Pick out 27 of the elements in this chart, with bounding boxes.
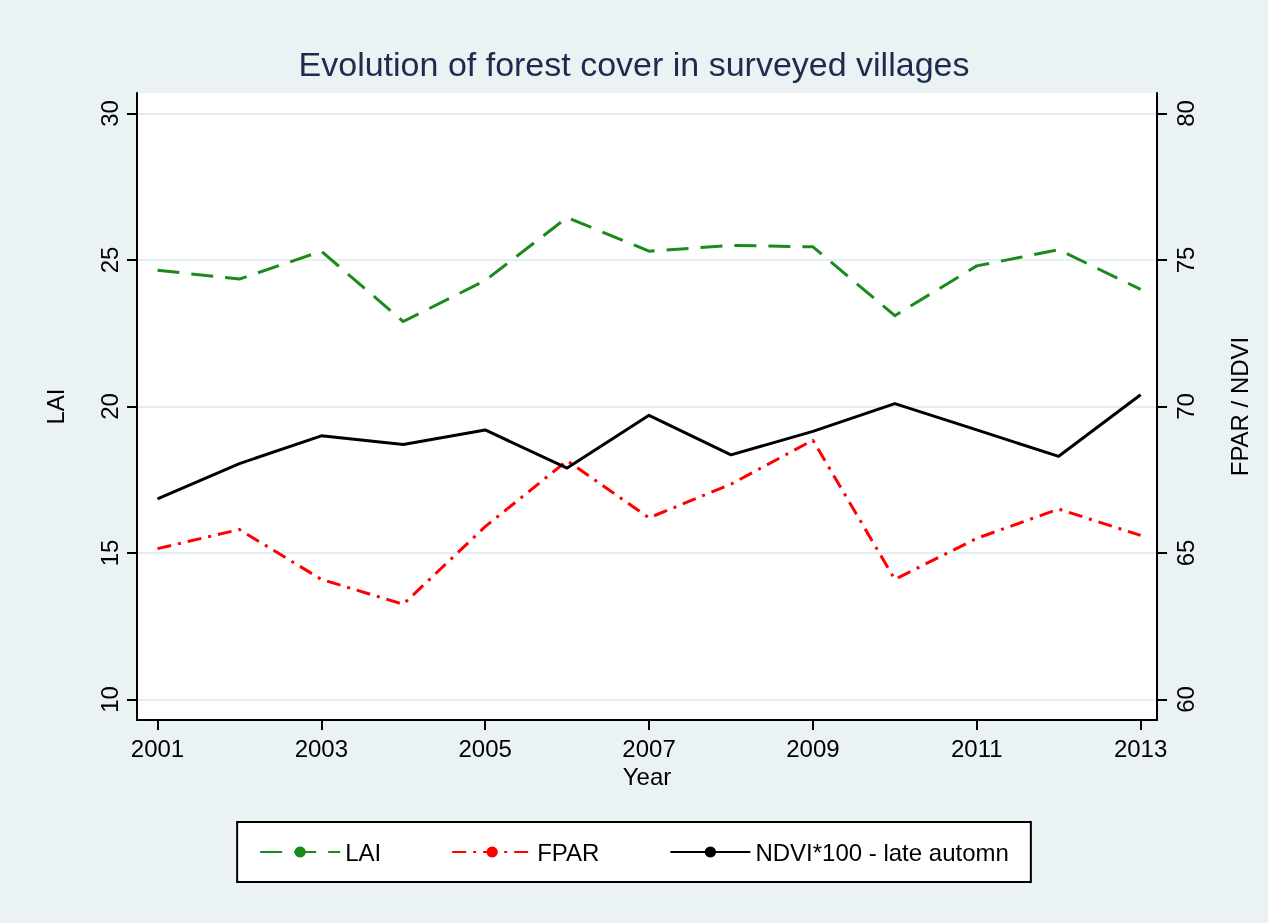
y2-tick-label: 80 [1171,100,1199,127]
y2-axis-title: FPAR / NDVI [1225,336,1253,477]
x-tick-label: 2009 [786,734,840,762]
line-series [155,393,1143,501]
x-tick-label: 2013 [1113,734,1168,762]
chart-title: Evolution of forest cover in surveyed villages [298,45,970,83]
y-tick-label: 25 [95,246,123,274]
y-tick-label: 30 [95,100,123,127]
y2-tick-label: 70 [1171,393,1199,420]
x-tick-label: 2005 [458,734,512,762]
line-series [155,216,1143,324]
line-series [155,438,1143,606]
y2-tick-label: 75 [1171,246,1199,274]
y2-tick-label: 60 [1171,686,1199,713]
x-tick-label: 2001 [130,734,185,762]
y-tick-label: 15 [95,539,123,567]
legend-label: FPAR [537,838,600,866]
legend-label: LAI [345,838,382,866]
x-axis-title: Year [622,763,672,791]
y-axis-title: LAI [41,388,69,425]
x-tick-label: 2011 [950,734,1003,762]
x-tick-label: 2003 [294,734,349,762]
x-tick-label: 2007 [622,734,676,762]
y-tick-label: 10 [95,686,123,713]
y2-tick-label: 65 [1171,539,1199,567]
y-tick-label: 20 [95,393,123,420]
legend-label: NDVI*100 - late automn [755,838,1009,866]
